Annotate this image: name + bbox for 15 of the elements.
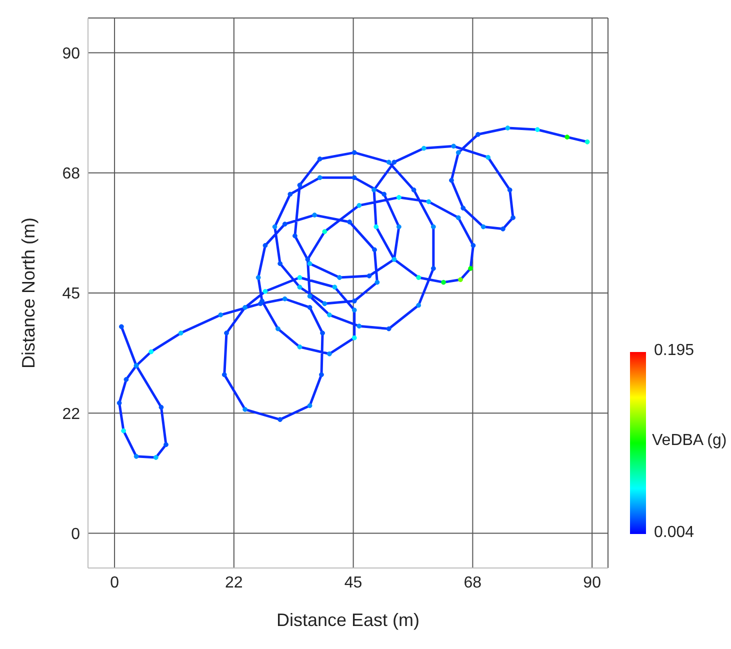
y-tick-label: 90	[62, 45, 80, 62]
x-tick-label: 0	[110, 574, 120, 592]
color-bar-label: 0.195	[654, 342, 694, 360]
y-tick-label: 45	[62, 286, 80, 303]
y-tick-label: 68	[62, 166, 80, 183]
color-bar-label: 0.004	[654, 524, 694, 542]
x-tick-label: 22	[225, 574, 243, 592]
y-axis-title: Distance North (m)	[18, 217, 38, 369]
x-tick-label: 90	[583, 574, 602, 592]
x-tick-label: 68	[464, 574, 482, 592]
x-axis-title: Distance East (m)	[276, 610, 420, 630]
x-tick-label: 45	[344, 574, 362, 592]
y-tick-label: 0	[71, 526, 80, 543]
y-tick-label: 22	[62, 406, 80, 423]
color-bar-title: VeDBA (g)	[652, 432, 727, 449]
